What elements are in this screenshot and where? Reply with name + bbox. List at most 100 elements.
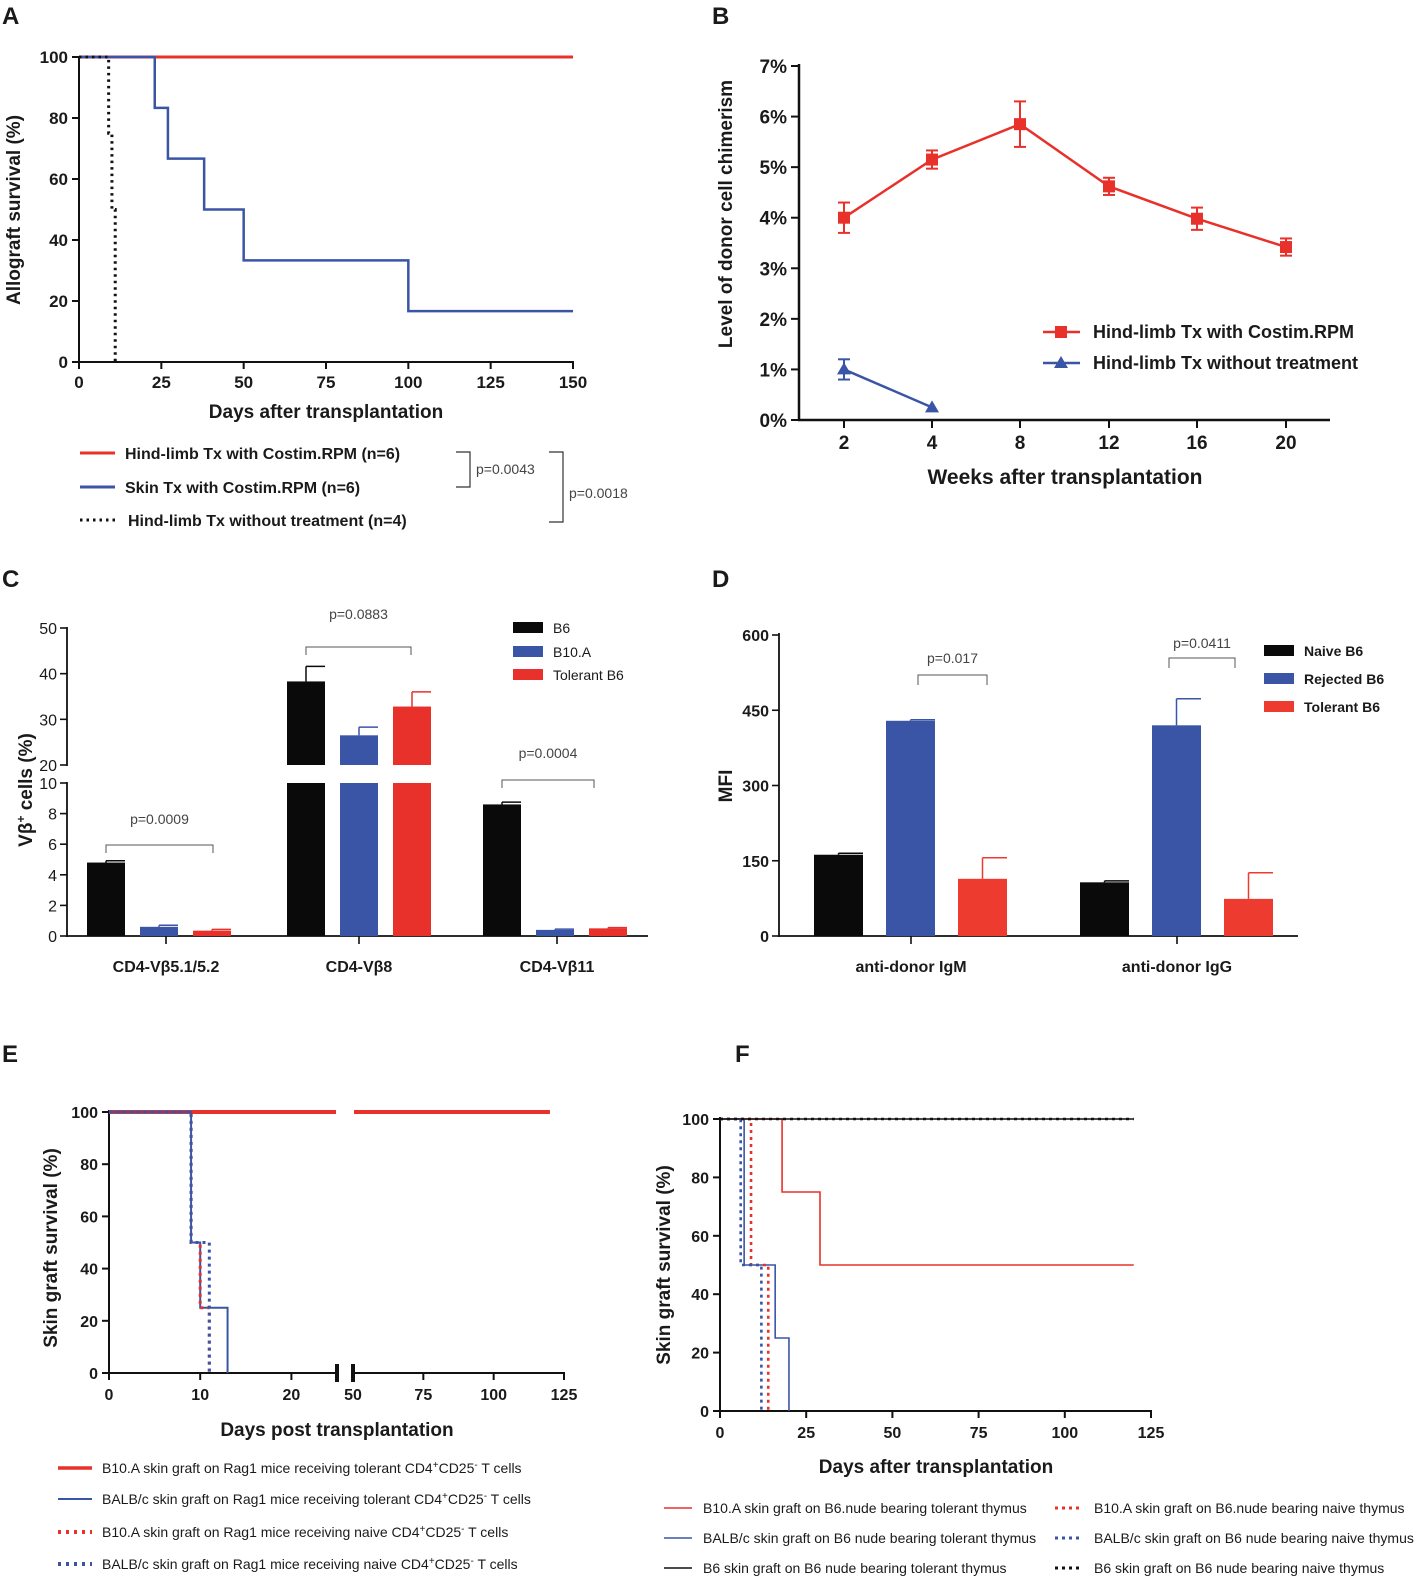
panel-d-bar [1080, 882, 1129, 936]
panel-d-ytick-label: 150 [742, 854, 769, 871]
panel-e-ytick-label: 20 [80, 1314, 98, 1331]
panel-b-legend-label-2: Hind-limb Tx without treatment [1093, 353, 1358, 373]
panel-e-ylabel: Skin graft survival (%) [41, 1148, 62, 1348]
panel-d-legend-swatch-1 [1264, 645, 1294, 656]
panel-a-series-line [79, 55, 573, 313]
panel-b-xlabel: Weeks after transplantation [927, 466, 1202, 489]
panel-f-legend-label-5: BALB/c skin graft on B6 nude bearing nai… [1094, 1530, 1414, 1546]
panel-d-plot: 0 150 300 450 600 anti-donor IgM anti-donor Ig… [742, 628, 1298, 976]
panel-d-legend-label-1: Naive B6 [1304, 643, 1363, 659]
panel-c-bar [589, 928, 627, 936]
panel-e-xtick-label: 100 [480, 1387, 507, 1404]
panel-c-ytick-label: 10 [39, 776, 57, 793]
panel-a-legend: Hind-limb Tx with Costim.RPM (n=6) Skin … [80, 446, 407, 530]
panel-b-series-line [843, 122, 1287, 249]
panel-label-d: D [712, 566, 729, 593]
panel-a-bracket-1 [456, 451, 471, 488]
panel-a-pvalue-2: p=0.0018 [569, 485, 628, 501]
panel-b-ylabel: Level of donor cell chimerism [716, 80, 737, 348]
panel-f-legend-label-3: B6 skin graft on B6 nude bearing toleran… [703, 1560, 1007, 1576]
panel-e-xtick-label: 50 [344, 1387, 362, 1404]
panel-b-ytick-label: 7% [760, 57, 788, 78]
panel-a-ytick-label: 0 [59, 353, 68, 372]
panel-a-ytick-label: 60 [49, 170, 68, 189]
panel-c-ytick-label: 50 [39, 621, 57, 638]
panel-b-xtick-label: 8 [1015, 433, 1026, 454]
panel-c-ytick-label: 4 [48, 868, 57, 885]
panel-b-data-point [838, 211, 850, 224]
panel-b-legend: Hind-limb Tx with Costim.RPM Hind-limb T… [1043, 322, 1358, 373]
panel-e-xtick-label: 0 [105, 1387, 114, 1404]
panel-b-series-line [843, 368, 933, 409]
panel-b-ytick-label: 4% [760, 209, 788, 230]
panel-c-ytick-label: 2 [48, 898, 57, 915]
panel-f-xtick-label: 75 [970, 1425, 988, 1442]
panel-b-data-point [1103, 180, 1115, 193]
panel-d-bar [1152, 725, 1201, 936]
panel-c-ytick-label: 8 [48, 807, 57, 824]
panel-b-legend-label-1: Hind-limb Tx with Costim.RPM [1093, 322, 1354, 342]
panel-f-legend-label-1: B10.A skin graft on B6.nude bearing tole… [703, 1500, 1027, 1516]
panel-label-e: E [2, 1041, 18, 1068]
panel-f-ytick-label: 100 [682, 1112, 709, 1129]
panel-f-ytick-label: 40 [691, 1287, 709, 1304]
panel-d-bar [1224, 898, 1273, 936]
panel-f-xtick-label: 125 [1138, 1425, 1165, 1442]
panel-f-xtick-label: 25 [797, 1425, 815, 1442]
panel-f-series-line [720, 1118, 1134, 1266]
panel-a-xtick-label: 100 [394, 373, 422, 392]
panel-e-plot: 0 20 40 60 80 100 0 10 20 50 75 100 125 [71, 1105, 577, 1404]
panel-b-ytick-label: 1% [760, 360, 788, 381]
panel-c-legend-label-3: Tolerant B6 [553, 667, 624, 683]
panel-c-legend-label-1: B6 [553, 620, 570, 636]
panel-label-f: F [735, 1041, 750, 1068]
panel-f-plot: 0 20 40 60 80 100 0 25 50 75 100 125 [682, 1112, 1164, 1442]
panel-e-xlabel: Days post transplantation [220, 1420, 453, 1441]
panel-b-data-point [1191, 212, 1203, 225]
panel-d-bar [958, 878, 1007, 936]
panel-c-bar [287, 681, 325, 765]
panel-b-data-point [1014, 118, 1026, 131]
panel-d-legend-label-2: Rejected B6 [1304, 671, 1384, 687]
panel-e-legend-label-3: B10.A skin graft on Rag1 mice receiving … [102, 1524, 508, 1541]
panel-b-data-point [925, 400, 939, 413]
panel-c-bar [483, 804, 521, 936]
panel-a-xtick-label: 75 [317, 373, 336, 392]
panel-f-legend-label-6: B6 skin graft on B6 nude bearing naive t… [1094, 1560, 1384, 1576]
panel-e-xtick-label: 125 [551, 1387, 578, 1404]
panel-a-legend-label-2: Skin Tx with Costim.RPM (n=6) [125, 480, 360, 497]
panel-d-pvalue-label: p=0.017 [927, 650, 978, 666]
panel-e-xtick-label: 20 [283, 1387, 301, 1404]
panel-c-ylabel: Vβ+ cells (%) [14, 733, 37, 847]
panel-label-b: B [712, 3, 729, 30]
panel-d-ylabel: MFI [716, 770, 737, 803]
panel-d-bar [814, 854, 863, 936]
panel-c-ytick-label: 20 [39, 758, 57, 775]
panel-c-ytick-label: 30 [39, 712, 57, 729]
panel-e-ytick-label: 80 [80, 1157, 98, 1174]
panel-a-ytick-label: 20 [49, 292, 68, 311]
panel-d-pvalue-bracket [1168, 657, 1236, 668]
panel-e-legend-label-2: BALB/c skin graft on Rag1 mice receiving… [102, 1491, 531, 1508]
panel-d-ytick-label: 600 [742, 628, 769, 645]
panel-f-legend-label-4: B10.A skin graft on B6.nude bearing naiv… [1094, 1500, 1405, 1516]
panel-b-ytick-label: 0% [760, 411, 788, 432]
panel-e-xtick-label: 10 [191, 1387, 209, 1404]
panel-a-ytick-label: 40 [49, 231, 68, 250]
panel-c-bar [536, 929, 574, 936]
panel-e-xtick-label: 75 [414, 1387, 432, 1404]
panel-b-data-point [837, 362, 851, 375]
panel-f-ytick-label: 80 [691, 1170, 709, 1187]
panel-c-xtick-label: CD4-Vβ11 [520, 959, 595, 976]
panel-f-ytick-label: 20 [691, 1346, 709, 1363]
panel-a-plot: 0 20 40 60 80 100 0 25 50 75 100 125 150 [40, 48, 588, 392]
panel-c-pvalue-label: p=0.0004 [519, 745, 578, 761]
panel-c-legend: B6 B10.A Tolerant B6 [513, 620, 624, 683]
panel-b-data-point [926, 153, 938, 166]
panel-e-legend-label-1: B10.A skin graft on Rag1 mice receiving … [102, 1460, 522, 1477]
panel-c-xtick-label: CD4-Vβ8 [326, 959, 393, 976]
panel-d-pvalue-label: p=0.0411 [1173, 635, 1231, 651]
panel-c-legend-swatch-3 [513, 669, 543, 680]
panel-c-legend-swatch-1 [513, 622, 543, 633]
